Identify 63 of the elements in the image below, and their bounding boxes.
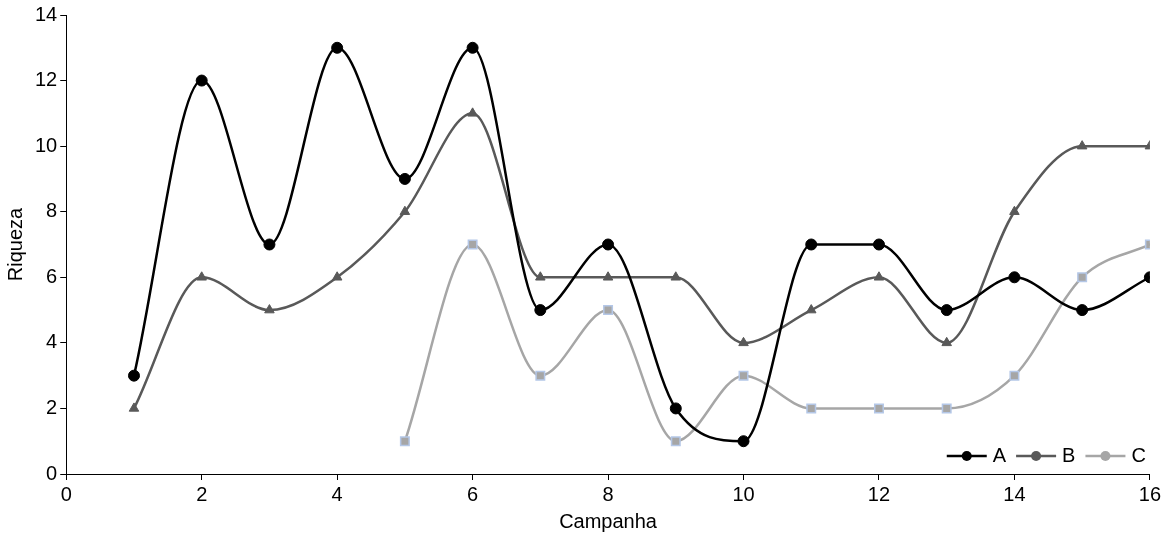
point <box>399 436 410 447</box>
point <box>466 41 479 54</box>
point <box>1009 370 1020 381</box>
x-tick-label: 16 <box>1138 482 1161 505</box>
y-tick-label: 2 <box>46 395 58 418</box>
legend-label: B <box>1062 443 1076 466</box>
point <box>196 271 207 281</box>
point <box>603 305 614 316</box>
point <box>534 304 547 317</box>
x-tick-label: 2 <box>196 482 208 505</box>
point <box>195 74 208 87</box>
y-tick-label: 10 <box>35 133 58 156</box>
point <box>331 41 344 54</box>
y-tick-label: 0 <box>46 461 58 484</box>
point <box>1008 271 1021 284</box>
point <box>670 436 681 447</box>
point <box>805 238 818 251</box>
x-tick-label: 8 <box>602 482 614 505</box>
point <box>1076 304 1089 317</box>
point <box>264 304 275 314</box>
point <box>399 205 411 215</box>
x-axis-title: Campanha <box>559 509 658 532</box>
point <box>806 403 817 414</box>
point <box>805 304 817 314</box>
point <box>467 239 478 250</box>
point <box>398 172 411 185</box>
point <box>535 370 546 381</box>
legend-label: A <box>992 443 1007 466</box>
point <box>1076 140 1088 150</box>
point <box>738 336 749 347</box>
point <box>669 402 682 415</box>
point <box>1009 205 1020 215</box>
point <box>128 402 140 412</box>
y-tick-label: 12 <box>35 68 58 91</box>
point <box>873 271 885 281</box>
point <box>738 370 749 381</box>
y-tick-label: 6 <box>46 264 58 287</box>
point <box>941 336 952 347</box>
point <box>670 271 682 281</box>
y-tick-label: 14 <box>35 2 58 25</box>
point <box>873 403 884 414</box>
point <box>872 238 885 251</box>
point <box>263 238 276 251</box>
point <box>737 435 750 448</box>
point <box>467 107 478 117</box>
point <box>602 271 614 281</box>
x-tick-label: 0 <box>60 482 72 505</box>
point <box>535 271 546 281</box>
legend-label: C <box>1131 443 1146 466</box>
x-tick-label: 14 <box>1003 482 1026 505</box>
point <box>941 403 952 414</box>
point <box>602 238 615 251</box>
y-tick-label: 8 <box>46 199 58 222</box>
x-tick-label: 10 <box>732 482 755 505</box>
point <box>940 304 953 317</box>
point <box>331 271 343 281</box>
point <box>127 369 140 382</box>
point <box>1077 272 1088 283</box>
y-tick-label: 4 <box>46 330 58 353</box>
x-tick-label: 12 <box>867 482 891 505</box>
x-tick-label: 6 <box>467 482 479 505</box>
x-tick-label: 4 <box>331 482 343 505</box>
y-axis-title: Riqueza <box>3 206 26 282</box>
